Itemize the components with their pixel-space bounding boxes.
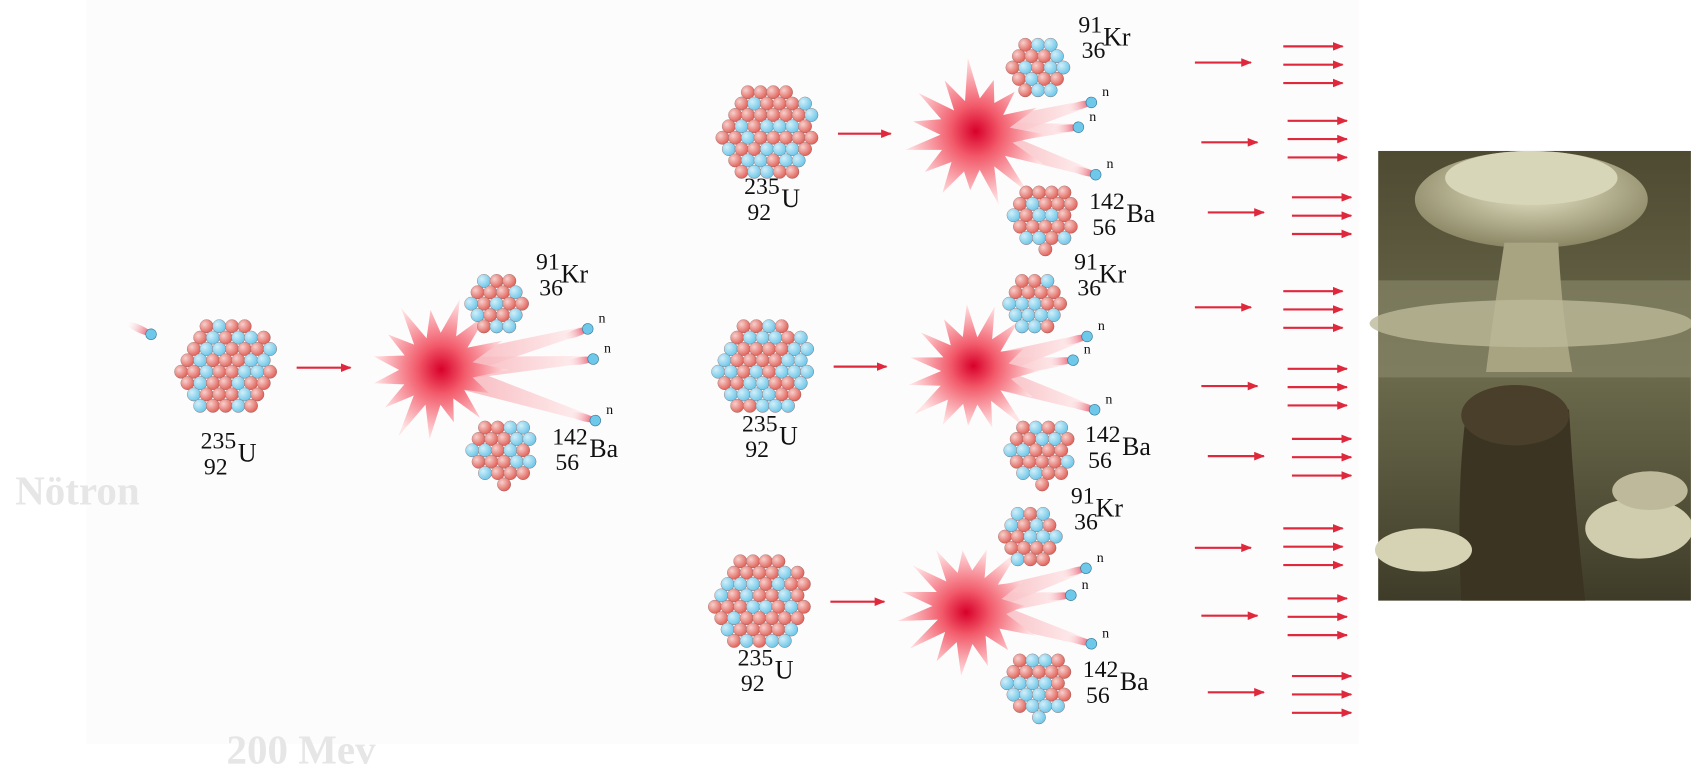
nucleon-shine [1013, 699, 1026, 712]
nucleon-shine [503, 320, 516, 333]
atomic-number: 56 [555, 450, 579, 476]
atomic-number: 36 [1074, 509, 1098, 535]
element-symbol: Ba [1122, 432, 1151, 461]
element-symbol: Ba [1126, 199, 1155, 228]
neutron-symbol: n [606, 403, 613, 418]
nucleon-shine [1016, 466, 1029, 479]
element-symbol: U [238, 439, 257, 468]
nucleon-shine [1024, 553, 1037, 566]
element-symbol: Kr [1096, 494, 1124, 523]
nucleon-shine [477, 320, 490, 333]
mass-number: 142 [1085, 422, 1121, 448]
neutron-label: Nötron [15, 468, 140, 514]
neutron-symbol: n [1089, 110, 1096, 125]
nucleon-shine [1051, 699, 1064, 712]
nucleon-shine [781, 399, 794, 412]
mass-number: 142 [1089, 189, 1125, 215]
nucleon-shine [497, 478, 510, 491]
nucleon-shine [232, 399, 245, 412]
nucleon-shine [244, 399, 257, 412]
nucleon-shine [1019, 84, 1032, 97]
mass-number: 235 [744, 174, 780, 200]
neutron-symbol: n [1084, 343, 1091, 358]
neutron-symbol: n [1106, 157, 1113, 172]
atomic-number: 92 [745, 437, 769, 463]
mass-number: 235 [201, 429, 237, 455]
energy-label: 200 Mev [227, 726, 377, 771]
mass-number: 91 [1078, 12, 1102, 38]
element-symbol: Kr [1099, 260, 1127, 289]
nucleon-shine [1058, 231, 1071, 244]
neutron-symbol: n [1102, 85, 1109, 100]
nucleon-shine [206, 399, 219, 412]
nucleon-shine [1041, 320, 1054, 333]
mass-number: 142 [552, 424, 588, 450]
element-symbol: Ba [589, 434, 618, 463]
mushroom-photo [1370, 151, 1691, 601]
nucleon-shine [1039, 243, 1052, 256]
atomic-number: 36 [539, 275, 563, 301]
neutron-symbol: n [1105, 392, 1112, 407]
atomic-number: 56 [1088, 448, 1112, 474]
element-symbol: U [775, 655, 794, 684]
mass-number: 235 [742, 411, 778, 437]
neutron-symbol: n [599, 311, 606, 326]
element-symbol: Kr [561, 260, 589, 289]
atomic-number: 36 [1082, 38, 1106, 64]
nucleon-shine [1054, 466, 1067, 479]
element-symbol: U [779, 421, 798, 450]
neutron-symbol: n [1097, 551, 1104, 566]
nucleon-shine [1044, 84, 1057, 97]
nucleon-shine [1035, 478, 1048, 491]
nucleon-shine [490, 320, 503, 333]
nucleon-shine [194, 399, 207, 412]
mass-number: 91 [536, 250, 560, 276]
element-symbol: Kr [1103, 22, 1131, 51]
atomic-number: 56 [1086, 683, 1110, 709]
element-symbol: Ba [1120, 667, 1149, 696]
nucleon-shine [516, 466, 529, 479]
neutron-symbol: n [604, 342, 611, 357]
mass-number: 91 [1071, 484, 1095, 510]
neutron-symbol: n [1082, 578, 1089, 593]
nucleon-shine [778, 634, 791, 647]
atomic-number: 56 [1092, 215, 1116, 241]
nucleon-shine [1015, 320, 1028, 333]
mass-number: 235 [738, 645, 774, 671]
nucleon-shine [1011, 553, 1024, 566]
nucleon-shine [1020, 231, 1033, 244]
nucleon-shine [1028, 320, 1041, 333]
nucleon-shine [1031, 84, 1044, 97]
mass-number: 142 [1083, 657, 1119, 683]
atomic-number: 36 [1077, 275, 1101, 301]
neutron-symbol: n [1102, 626, 1109, 641]
nucleon-shine [219, 399, 232, 412]
neutron-symbol: n [1098, 319, 1105, 334]
nucleon-shine [786, 165, 799, 178]
nucleon-shine [1032, 711, 1045, 724]
fission-diagram: Nötron 200 Mev 23592U9136Kr14256Bannn235… [0, 0, 1691, 771]
nucleon-shine [478, 466, 491, 479]
nucleon-shine [1036, 553, 1049, 566]
page: Nötron 200 Mev 23592U9136Kr14256Bannn235… [0, 0, 1691, 771]
atomic-number: 92 [741, 671, 765, 697]
mass-number: 91 [1074, 250, 1098, 276]
atomic-number: 92 [747, 200, 771, 226]
atomic-number: 92 [204, 454, 228, 480]
element-symbol: U [781, 184, 800, 213]
